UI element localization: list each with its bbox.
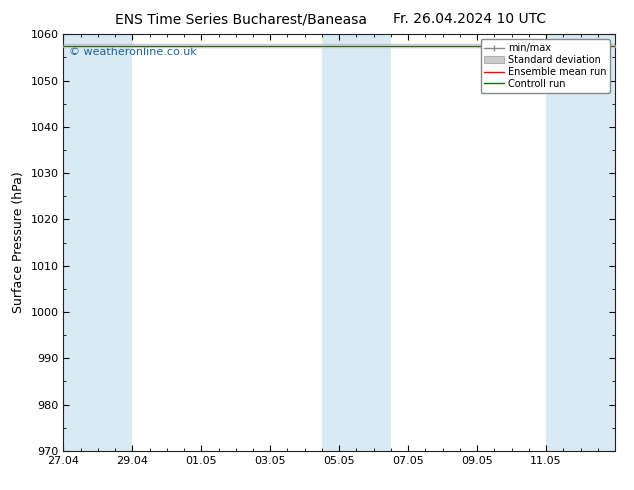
Bar [546, 34, 615, 451]
Bar [63, 34, 133, 451]
Y-axis label: Surface Pressure (hPa): Surface Pressure (hPa) [12, 172, 25, 314]
Text: ENS Time Series Bucharest/Baneasa: ENS Time Series Bucharest/Baneasa [115, 12, 367, 26]
Text: Fr. 26.04.2024 10 UTC: Fr. 26.04.2024 10 UTC [392, 12, 546, 26]
Text: © weatheronline.co.uk: © weatheronline.co.uk [69, 47, 197, 57]
Legend: min/max, Standard deviation, Ensemble mean run, Controll run: min/max, Standard deviation, Ensemble me… [481, 39, 610, 93]
Bar [322, 34, 391, 451]
